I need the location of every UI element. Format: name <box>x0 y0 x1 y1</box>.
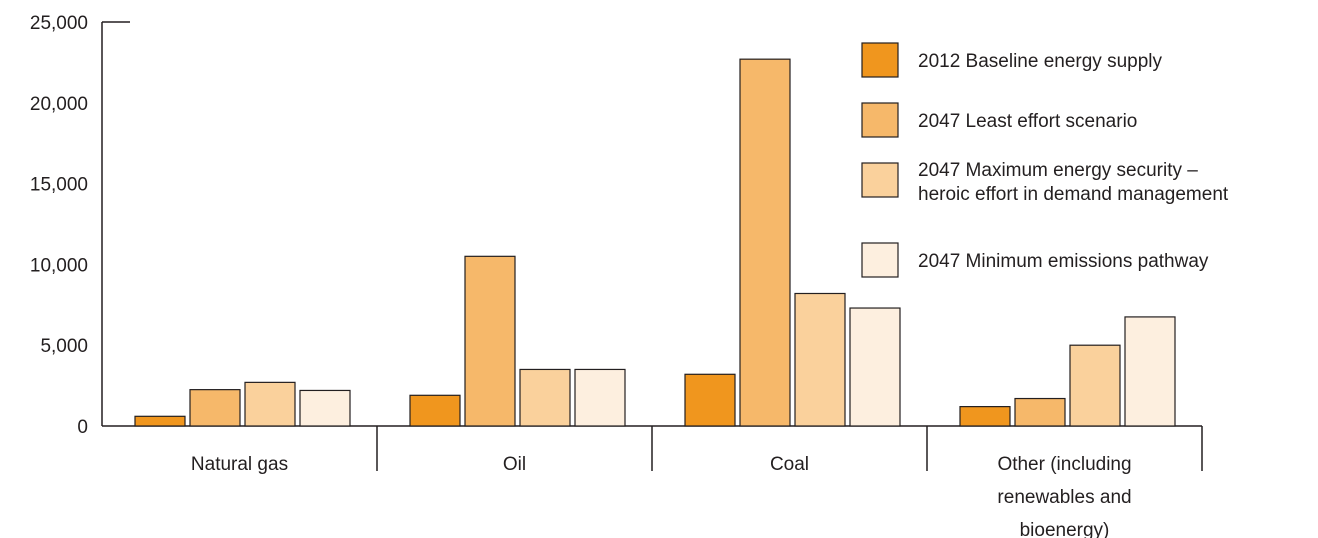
y-axis-ticks: 0 5,000 10,000 15,000 20,000 25,000 <box>30 13 88 438</box>
bar <box>739 58 791 427</box>
bar <box>1014 397 1066 427</box>
x-axis-labels: Natural gas Oil Coal Other (including renewa… <box>191 454 1132 538</box>
y-tick-label: 5,000 <box>40 336 88 357</box>
bars <box>134 58 1176 427</box>
legend-swatch <box>861 42 899 78</box>
legend-label: 2047 Minimum emissions pathway <box>918 251 1209 272</box>
legend-swatch <box>861 242 899 278</box>
bar <box>574 368 626 427</box>
bar <box>299 389 351 427</box>
x-tick-label: Coal <box>770 454 809 475</box>
legend-label: 2047 Maximum energy security – heroic eff… <box>918 160 1229 205</box>
bar <box>849 307 901 427</box>
bar <box>684 373 736 427</box>
bar <box>959 406 1011 427</box>
x-tick-label: Other (including renewables and bioenergy) <box>997 454 1131 538</box>
bar <box>794 292 846 427</box>
legend: 2012 Baseline energy supply 2047 Least ef… <box>861 42 1229 278</box>
x-tick-label: Natural gas <box>191 454 288 475</box>
y-tick-label: 0 <box>77 417 88 438</box>
bar <box>134 415 186 427</box>
bar <box>409 394 461 427</box>
bar <box>519 368 571 427</box>
bar <box>1124 316 1176 427</box>
legend-label: 2012 Baseline energy supply <box>918 51 1163 72</box>
x-tick-label: Oil <box>503 454 526 475</box>
bar <box>1069 344 1121 427</box>
legend-label: 2047 Least effort scenario <box>918 111 1137 132</box>
y-tick-label: 25,000 <box>30 13 88 34</box>
y-tick-label: 10,000 <box>30 255 88 276</box>
bar <box>464 255 516 427</box>
y-tick-label: 20,000 <box>30 94 88 115</box>
legend-swatch <box>861 102 899 138</box>
y-tick-label: 15,000 <box>30 175 88 196</box>
bar <box>189 389 241 427</box>
legend-swatch <box>861 162 899 198</box>
bar <box>244 381 296 427</box>
